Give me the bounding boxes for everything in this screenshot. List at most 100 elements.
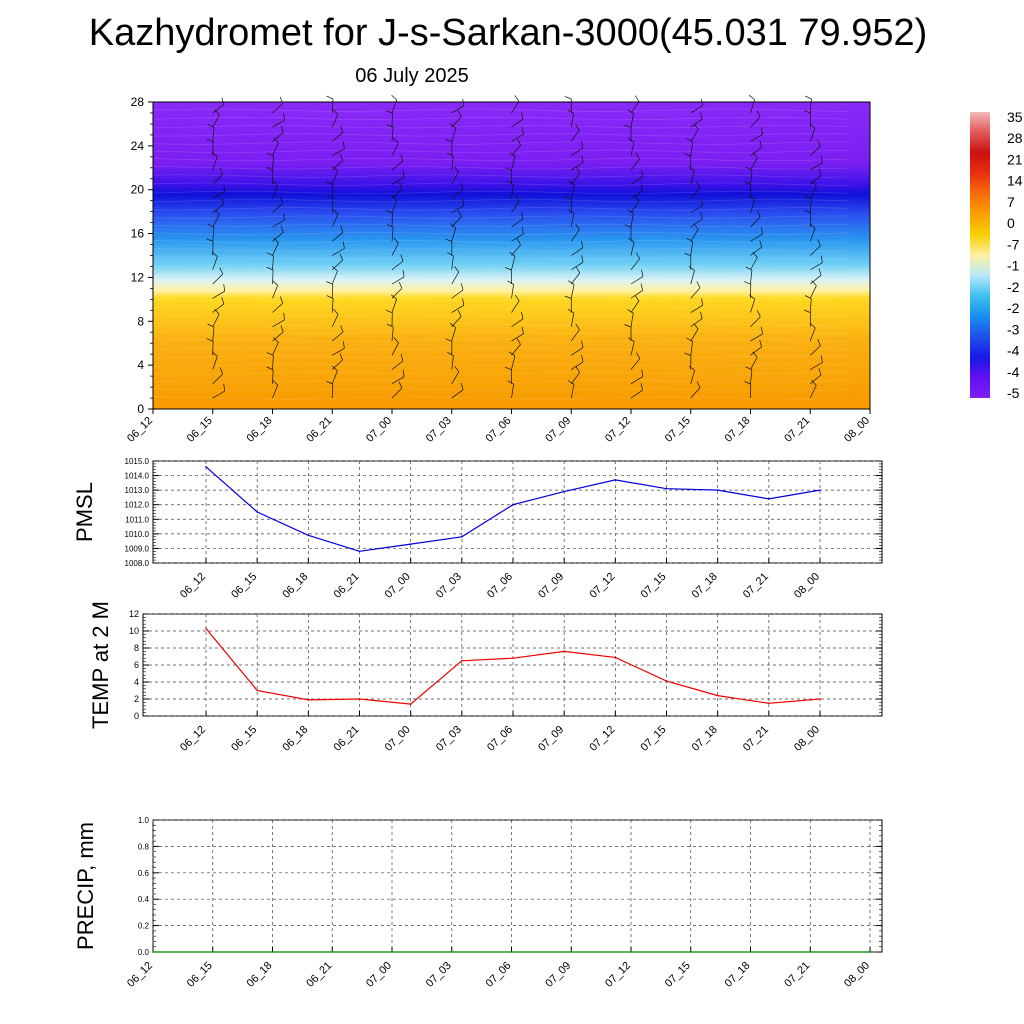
wind-barb-flag [507,280,514,285]
wind-barb-flag [514,95,520,102]
y-tick-label: 24 [131,139,145,153]
y-tick-label: 10 [129,626,139,636]
wind-barb [331,284,334,299]
y-tick-label: 12 [129,609,139,619]
wind-barb [809,198,812,213]
wind-barb-flag [684,252,691,257]
wind-barb-flag [340,225,344,233]
wind-barb-flag [575,124,580,131]
wind-barb [331,214,339,228]
colorbar-label: -2 [1007,300,1020,316]
data-point [205,466,207,468]
wind-barb [690,105,703,114]
chart-subtitle: 06 July 2025 [355,65,469,87]
wind-barb [272,384,279,399]
x-tick-label: 06_15 [185,415,215,445]
contour-line [152,125,850,129]
wind-barb-flag [627,109,634,114]
wind-barb-flag [634,295,640,302]
data-point [768,702,770,705]
wind-barb-flag [811,280,817,286]
wind-barb [272,331,284,342]
wind-barb-flag [516,338,521,345]
wind-barb-flag [398,182,403,189]
contour-line [152,338,850,343]
wind-barb [690,141,694,156]
wind-barb-flag [326,281,333,285]
wind-barb-flag [686,138,693,143]
wind-barb [630,341,635,356]
wind-barb-flag [517,138,521,146]
wind-barb [451,371,460,384]
wind-barb-flag [219,267,224,275]
wind-barb-flag [385,309,393,314]
wind-barb [809,385,817,399]
wind-barb [571,147,584,157]
panel-frame [152,460,883,564]
wind-barb-flag [223,384,226,392]
wind-barb-flag [454,266,460,273]
wind-barb [630,113,634,128]
temp-2m-panel: 0 2 4 6 8 10 12 06_12 06_15 06_18 06_21 07_00 07_03 0… [88,601,883,754]
wind-barb [451,205,464,214]
colorbar-label: 0 [1007,215,1015,231]
contour-line [152,306,850,310]
wind-barb-flag [460,283,464,291]
data-point [869,951,871,953]
wind-barb-flag [581,340,584,348]
wind-barb-flag [460,382,464,390]
wind-barb-flag [280,225,284,233]
wind-barb-flag [744,381,751,385]
wind-barb [391,299,397,313]
wind-barb [750,316,761,328]
wind-barb [511,333,524,342]
wind-barb-flag [223,184,226,192]
contour-line [152,322,850,326]
wind-barb-flag [636,352,641,359]
wind-barb [690,287,701,299]
wind-barb-flag [568,180,575,186]
x-tick-label: 06_21 [304,415,334,445]
wind-barb [570,229,580,242]
contour-line [152,232,850,236]
wind-barb [331,298,334,313]
x-tick-label: 07_00 [383,571,413,601]
x-tick-label: 07_12 [603,960,633,990]
wind-barb-flag [504,167,512,171]
wind-barb [810,362,823,370]
wind-barb [451,216,462,228]
wind-barb-flag [641,169,644,177]
wind-barb-flag [339,353,343,361]
wind-barb [690,270,695,285]
wind-barb [810,345,821,356]
y-tick-label: 0 [134,711,139,721]
wind-barb [272,232,284,242]
colorbar-fill [970,112,990,398]
y-tick-label: 0.2 [138,922,150,931]
contour-line [152,264,850,269]
y-tick-label: 1008.0 [125,559,150,568]
wind-barb-flag [272,380,279,386]
wind-barb [331,114,339,128]
wind-barb [570,184,575,199]
wind-barb [212,156,218,171]
y-tick-label: 1015.0 [125,457,150,466]
wind-barb-flag [273,337,279,343]
data-point [630,951,632,953]
wind-barb-flag [326,95,334,100]
x-tick-label: 07_15 [639,571,669,601]
wind-barb [391,288,403,299]
data-point [809,951,812,953]
y-tick-label: 1.0 [138,816,150,825]
wind-barb-flag [809,223,816,229]
wind-barb-flag [696,281,701,288]
wind-barb-flag [804,309,811,314]
wind-barb-flag [279,196,284,204]
colorbar-label: 21 [1007,151,1023,167]
wind-barb [332,148,345,157]
wind-barb-flag [564,195,572,200]
wind-barb [391,387,403,399]
wind-barb [571,162,584,171]
wind-barb [391,260,404,271]
wind-barb-flag [206,338,214,342]
